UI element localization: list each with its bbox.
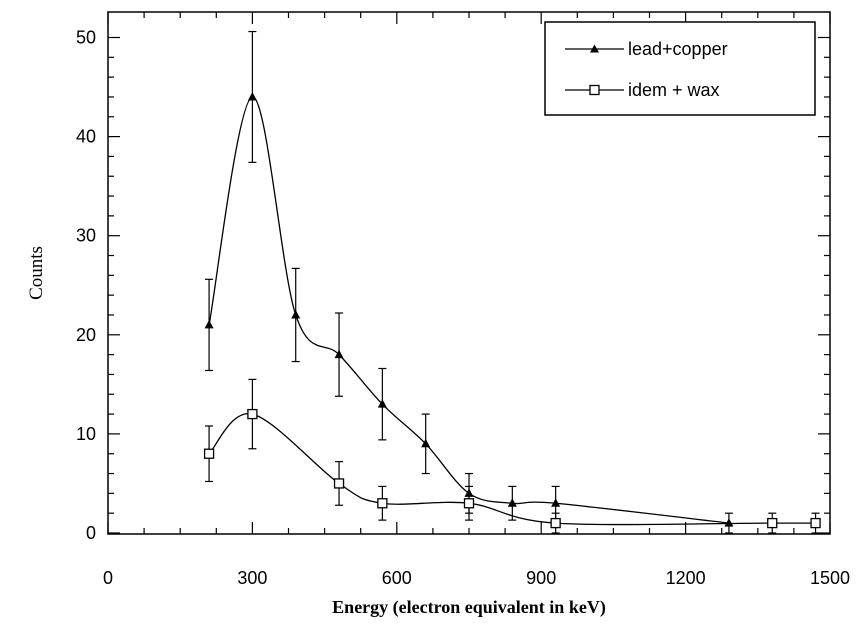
y-tick-label: 0 — [86, 523, 96, 543]
data-point — [551, 498, 561, 507]
legend-marker-lead-copper — [590, 44, 599, 53]
x-axis-title: Energy (electron equivalent in keV) — [332, 597, 606, 618]
x-tick-label: 1200 — [666, 568, 706, 588]
y-axis-title: Counts — [26, 246, 47, 300]
data-point — [333, 478, 345, 489]
data-point — [507, 498, 517, 507]
x-tick-label: 600 — [382, 568, 412, 588]
y-tick-label: 30 — [76, 226, 96, 246]
data-point — [247, 408, 258, 420]
legend-marker-idem-wax — [589, 84, 600, 96]
data-point — [377, 399, 387, 408]
y-tick-label: 50 — [76, 28, 96, 48]
x-tick-label: 300 — [237, 568, 267, 588]
series-layer — [203, 30, 821, 534]
data-point — [247, 91, 257, 101]
data-point — [767, 517, 778, 529]
data-point — [724, 518, 734, 527]
y-tick-labels: 0 10 20 30 40 50 — [76, 28, 96, 544]
legend: lead+copper idem + wax — [544, 21, 816, 116]
series-idem-wax — [203, 378, 821, 534]
data-point — [810, 517, 821, 529]
data-point — [550, 517, 561, 529]
data-point — [377, 498, 388, 509]
x-tick-label: 1500 — [810, 568, 850, 588]
data-point — [203, 448, 215, 459]
x-tick-label: 900 — [526, 568, 556, 588]
y-tick-label: 20 — [76, 325, 96, 345]
series-line — [208, 413, 816, 526]
axis-ticks — [107, 12, 831, 534]
series-line — [208, 96, 729, 524]
y-tick-label: 10 — [76, 424, 96, 444]
x-tick-label: 0 — [103, 568, 113, 588]
data-point — [463, 498, 475, 509]
legend-label-lead-copper: lead+copper — [628, 39, 728, 59]
data-point — [291, 309, 301, 319]
y-tick-label: 40 — [76, 127, 96, 147]
legend-box — [544, 21, 816, 116]
data-point — [204, 319, 214, 329]
data-point — [421, 438, 431, 448]
x-tick-labels: 0 300 600 900 1200 1500 — [103, 568, 850, 588]
data-point — [334, 349, 344, 359]
legend-label-idem-wax: idem + wax — [628, 80, 720, 100]
